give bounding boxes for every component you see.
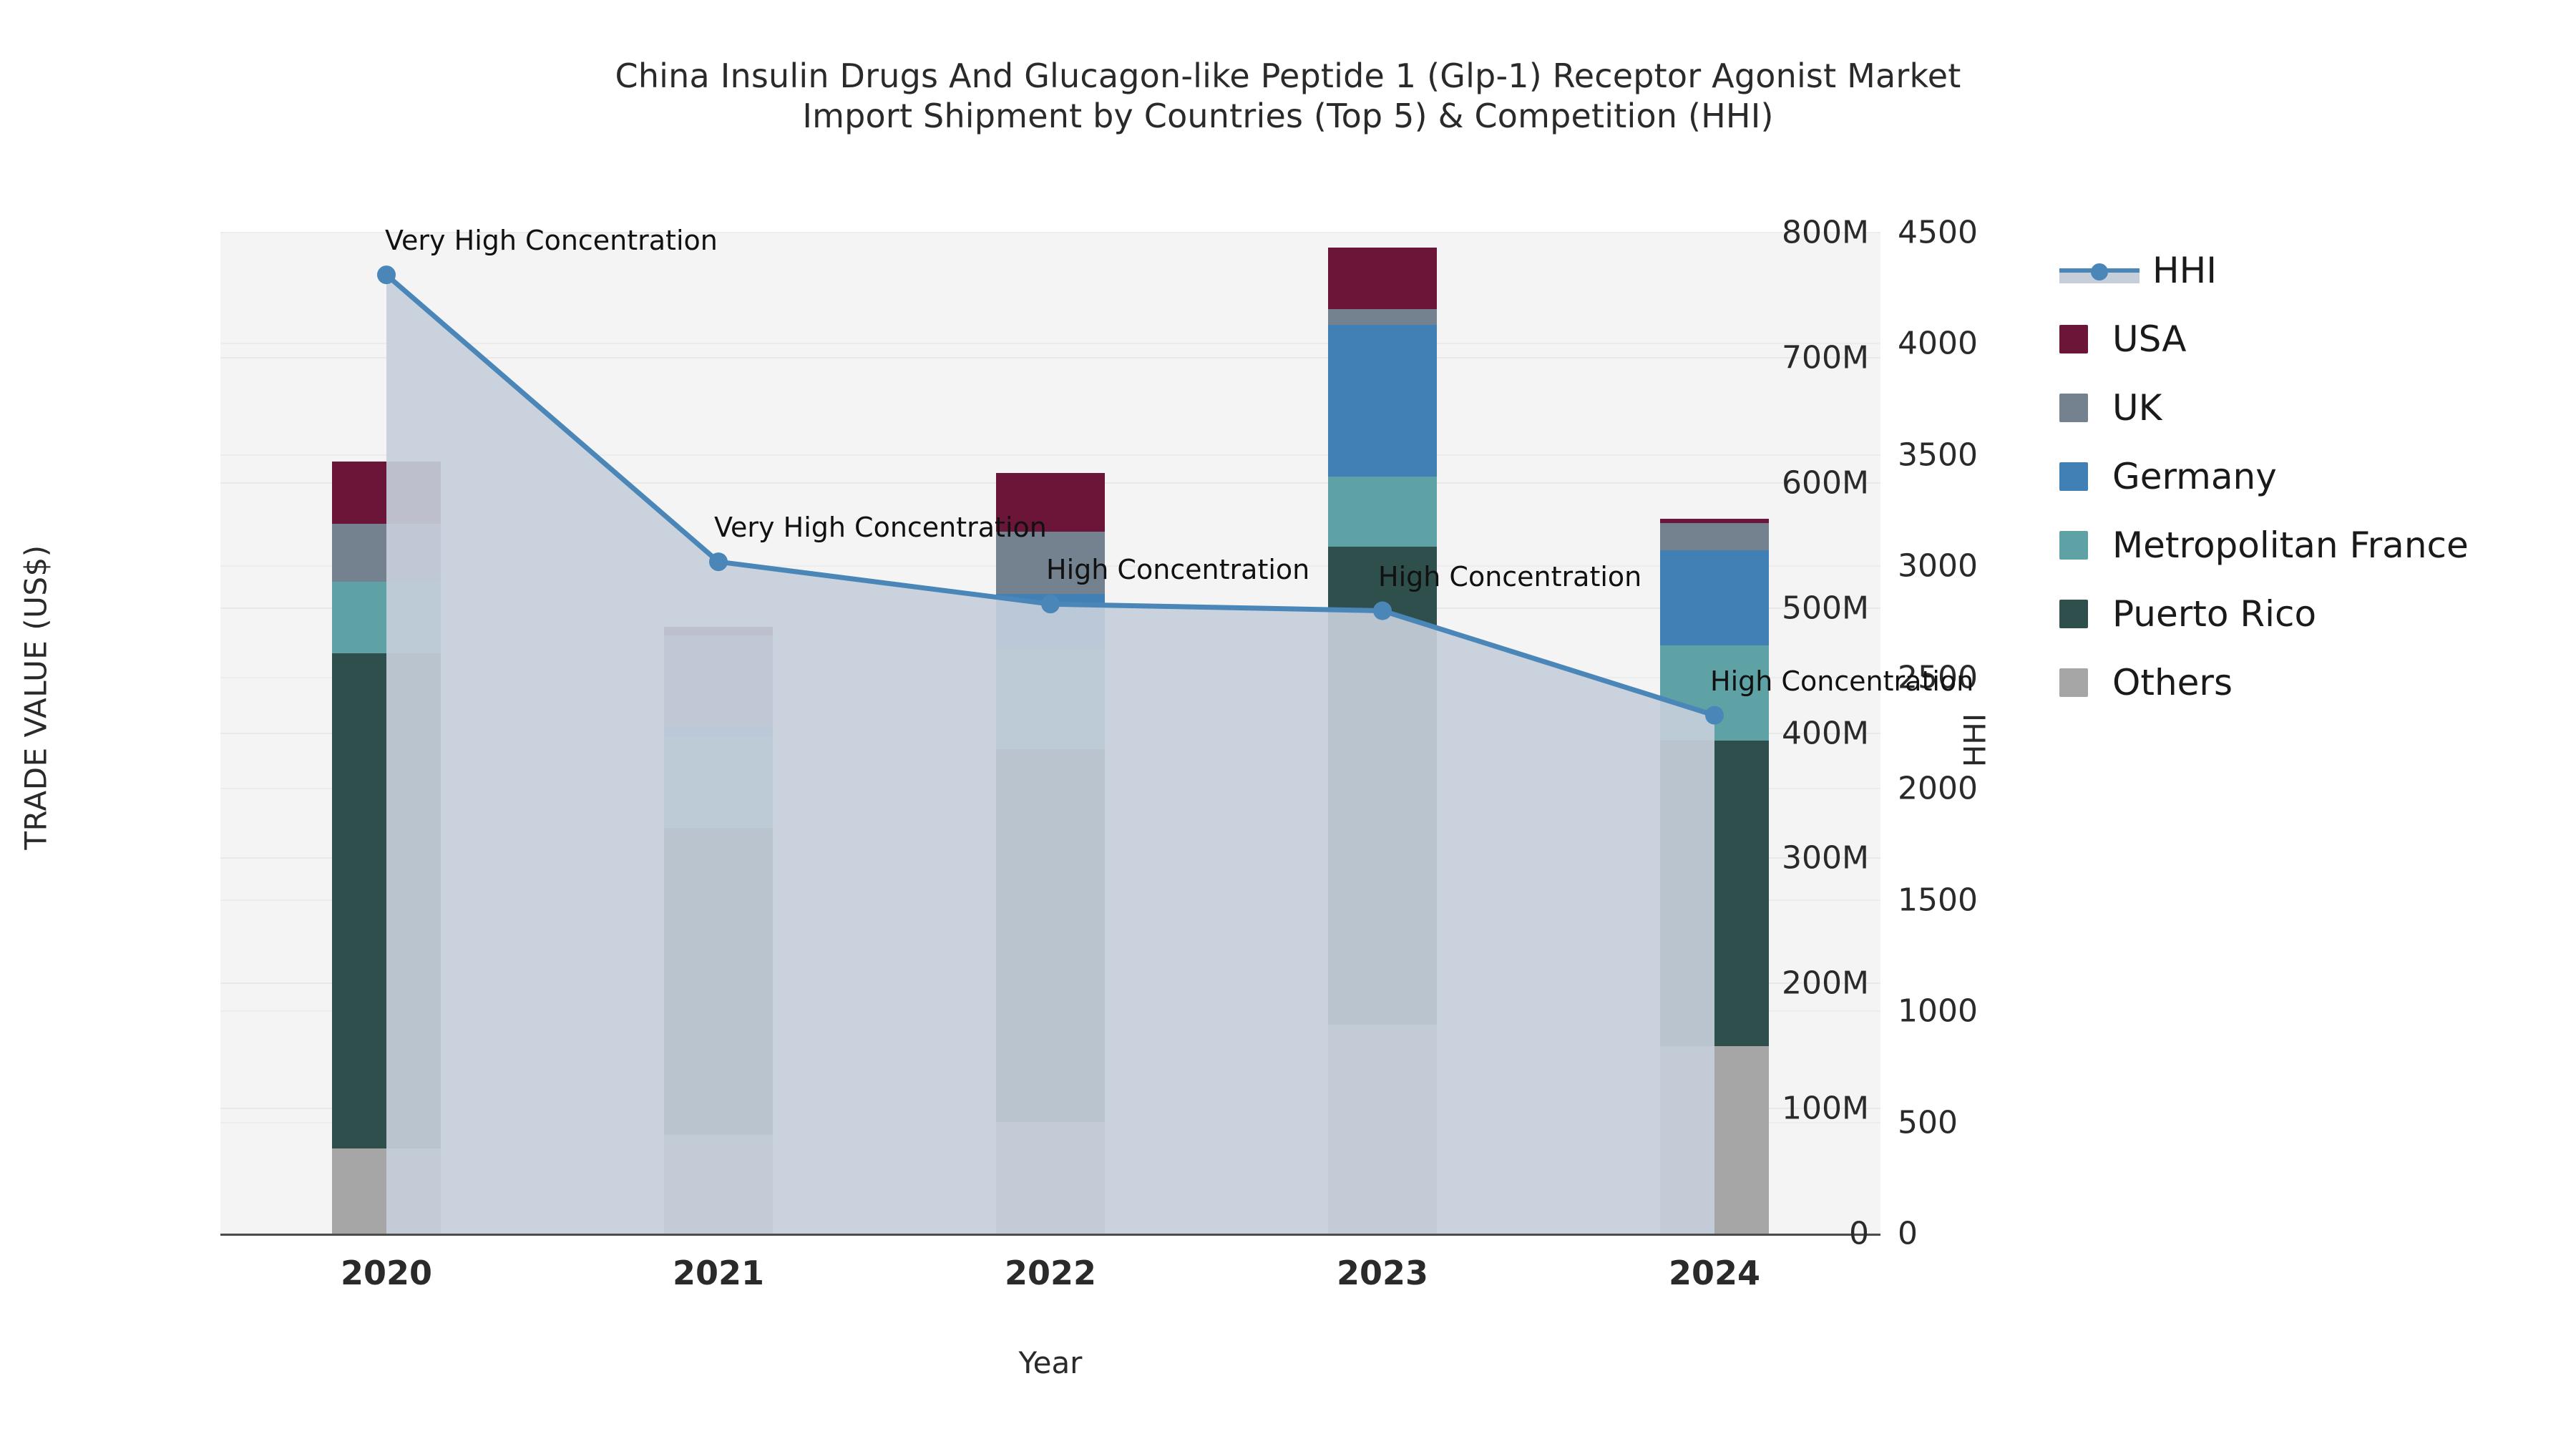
legend-item-hhi[interactable]: HHI: [2059, 236, 2560, 305]
bar-segment-usa[interactable]: [1660, 519, 1769, 523]
bar-segment-usa[interactable]: [1328, 247, 1437, 309]
legend-swatch-icon: [2059, 462, 2088, 491]
plot-area: [220, 232, 1880, 1234]
legend-item-uk[interactable]: UK: [2059, 374, 2560, 442]
annotation-concentration-2023: High Concentration: [1378, 560, 1642, 592]
y-right-tick-label: 1500: [1898, 882, 1978, 919]
annotation-concentration-2021: Very High Concentration: [714, 512, 1047, 544]
x-axis-line: [220, 1234, 1880, 1236]
hhi-data-points: [377, 265, 1724, 725]
x-tick-label-2021: 2021: [672, 1254, 765, 1292]
legend-item-usa[interactable]: USA: [2059, 305, 2560, 374]
y-right-tick-label: 2500: [1898, 659, 1978, 696]
legend-swatch-icon: [2059, 600, 2088, 628]
bar-segment-metropolitan-france[interactable]: [1328, 477, 1437, 547]
y-right-tick-label: 3500: [1898, 436, 1978, 474]
x-tick-label-2024: 2024: [1668, 1254, 1761, 1292]
legend-line-icon: [2059, 256, 2140, 285]
bar-segment-germany[interactable]: [1660, 550, 1769, 646]
hhi-point-2022[interactable]: [1041, 595, 1060, 614]
legend-item-label: Germany: [2112, 456, 2277, 497]
y-right-tick-label: 1000: [1898, 992, 1978, 1030]
hhi-point-2023[interactable]: [1373, 601, 1392, 620]
legend-item-label: Puerto Rico: [2112, 593, 2317, 635]
y-right-tick-label: 3000: [1898, 547, 1978, 585]
legend-item-others[interactable]: Others: [2059, 648, 2560, 717]
annotation-concentration-2020: Very High Concentration: [385, 225, 718, 257]
y-left-tick-label: 200M: [1782, 965, 1869, 1002]
legend-swatch-icon: [2059, 394, 2088, 422]
legend-item-label: UK: [2112, 387, 2162, 429]
hhi-point-2024[interactable]: [1705, 706, 1724, 725]
y-axis-right-ticks: 0 500 1000 1500 2000 2500 3000 3500 4000 4500: [1898, 0, 2112, 1449]
x-axis-title: Year: [1018, 1345, 1083, 1380]
y-right-tick-label: 500: [1898, 1104, 1958, 1141]
bar-segment-germany[interactable]: [1328, 325, 1437, 477]
y-left-tick-label: 100M: [1782, 1090, 1869, 1127]
bar-segment-uk[interactable]: [1328, 308, 1437, 326]
bar-segment-uk[interactable]: [1660, 522, 1769, 551]
y-left-tick-label: 700M: [1782, 339, 1869, 376]
y-right-tick-label: 4500: [1898, 214, 1978, 251]
x-tick-label-2022: 2022: [1004, 1254, 1097, 1292]
x-tick-label-2023: 2023: [1336, 1254, 1429, 1292]
gridline-secondary: [220, 454, 1880, 456]
legend-item-label: HHI: [2152, 250, 2217, 291]
legend: HHI USA UK Germany Metropolitan France Puerto…: [2059, 236, 2560, 717]
y-right-tick-label: 4000: [1898, 325, 1978, 362]
legend-swatch-icon: [2059, 325, 2088, 353]
gridline: [220, 356, 1880, 358]
y-axis-right-title: HHI: [1957, 713, 1993, 768]
legend-item-germany[interactable]: Germany: [2059, 442, 2560, 511]
gridline-secondary: [220, 343, 1880, 345]
y-left-tick-label: 600M: [1782, 464, 1869, 502]
annotation-concentration-2024: High Concentration: [1710, 665, 1974, 697]
x-tick-label-2020: 2020: [340, 1254, 433, 1292]
y-axis-left-title: TRADE VALUE (US$): [18, 545, 54, 850]
hhi-point-2020[interactable]: [377, 265, 396, 285]
legend-item-metropolitan-france[interactable]: Metropolitan France: [2059, 511, 2560, 580]
legend-item-label: Others: [2112, 662, 2233, 703]
y-left-tick-label: 300M: [1782, 839, 1869, 877]
y-left-tick-label: 500M: [1782, 590, 1869, 627]
hhi-area-fill: [386, 275, 1714, 1234]
y-right-tick-label: 0: [1898, 1215, 1918, 1252]
legend-item-label: Metropolitan France: [2112, 525, 2469, 566]
hhi-point-2021[interactable]: [709, 552, 728, 572]
y-left-tick-label: 400M: [1782, 715, 1869, 751]
y-right-tick-label: 2000: [1898, 770, 1978, 807]
legend-item-label: USA: [2112, 318, 2187, 360]
y-left-tick-label: 0: [1849, 1215, 1869, 1252]
legend-swatch-icon: [2059, 531, 2088, 560]
legend-swatch-icon: [2059, 668, 2088, 697]
annotation-concentration-2022: High Concentration: [1046, 554, 1310, 586]
legend-item-puerto-rico[interactable]: Puerto Rico: [2059, 580, 2560, 648]
bar-segment-usa[interactable]: [996, 472, 1105, 532]
gridline-secondary: [220, 232, 1880, 233]
hhi-line-series: [377, 265, 1724, 1234]
bar-segment-uk[interactable]: [996, 531, 1105, 595]
y-left-tick-label: 800M: [1782, 214, 1869, 251]
